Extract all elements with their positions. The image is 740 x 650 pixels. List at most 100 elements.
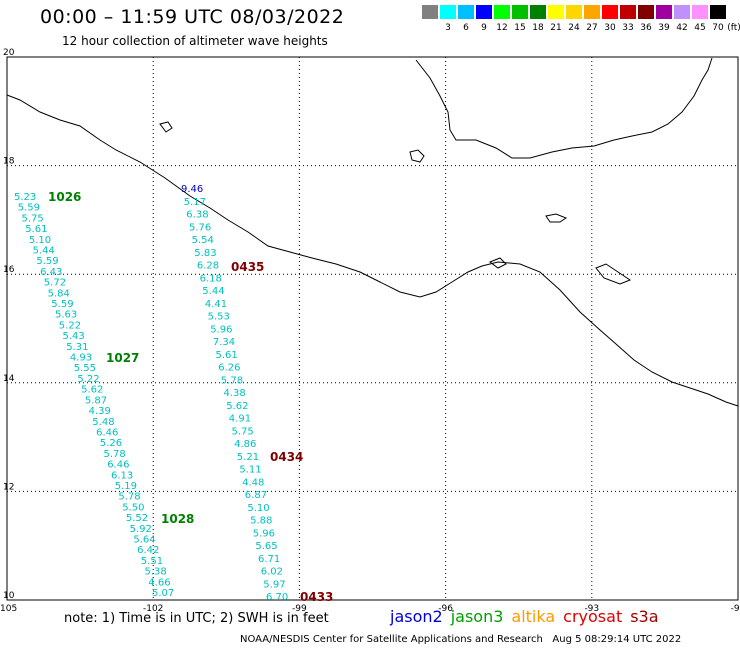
color-scale-label: 21	[550, 23, 562, 33]
generation-timestamp: Aug 5 08:29:14 UTC 2022	[552, 634, 682, 645]
pass-number-label: 1026	[48, 190, 81, 204]
color-scale-swatch	[458, 5, 474, 19]
wave-height-value: 5.84	[48, 288, 70, 299]
wave-height-value: 9.46	[181, 184, 203, 195]
wave-height-value: 6.28	[197, 261, 219, 272]
wave-height-value: 5.61	[25, 224, 47, 235]
wave-height-value: 5.96	[210, 324, 232, 335]
wave-height-value: 5.75	[232, 426, 254, 437]
color-scale-label: 30	[604, 23, 616, 33]
wave-height-value: 6.46	[107, 460, 129, 471]
wave-height-value: 5.87	[85, 395, 107, 406]
color-scale-swatch	[638, 5, 654, 19]
color-scale-swatch	[674, 5, 690, 19]
axis-tick-labels: -105 -102 -99 -96 -93 -90 20 18 16 14 12 10	[0, 48, 740, 614]
longitude-tick-label: -99	[292, 604, 307, 614]
wave-height-value: 4.93	[70, 353, 92, 364]
wave-height-value: 6.02	[261, 567, 283, 578]
color-scale-label: 27	[586, 23, 598, 33]
coastline-island-2	[545, 213, 568, 223]
coastline-gulf-coast	[415, 57, 713, 159]
wave-height-value: 5.64	[133, 535, 155, 546]
color-scale-swatch	[620, 5, 636, 19]
wave-height-value: 5.63	[55, 310, 77, 321]
wave-height-value: 5.78	[221, 375, 243, 386]
wave-height-value: 5.76	[189, 222, 211, 233]
longitude-tick-label: -93	[584, 604, 599, 614]
color-scale-swatch	[512, 5, 528, 19]
wave-height-value: 5.52	[126, 513, 148, 524]
wave-height-value: 5.78	[118, 492, 140, 503]
coastline-mexico-central-america	[6, 94, 739, 407]
wave-height-value: 6.46	[96, 428, 118, 439]
longitude-tick-label: -96	[438, 604, 453, 614]
color-scale-swatch	[422, 5, 438, 19]
latitude-tick-label: 16	[3, 265, 15, 275]
latitude-tick-label: 18	[3, 157, 15, 167]
wave-height-value: 5.75	[22, 213, 44, 224]
color-scale-swatch	[530, 5, 546, 19]
footnote: note: 1) Time is in UTC; 2) SWH is in fe…	[64, 611, 329, 626]
wave-height-value: 4.86	[234, 439, 256, 450]
satellite-legend-item: s3a	[630, 607, 659, 626]
satellite-legend-item: jason2	[390, 607, 443, 626]
wave-height-value: 6.87	[245, 490, 267, 501]
wave-height-value: 5.59	[36, 256, 58, 267]
altimeter-tracks: 5.235.595.755.615.105.445.596.435.725.84…	[14, 184, 288, 603]
wave-height-value: 4.48	[242, 477, 264, 488]
wave-height-value: 5.22	[59, 320, 81, 331]
wave-height-value: 6.38	[186, 210, 208, 221]
wave-height-value: 5.83	[194, 248, 216, 259]
color-scale-label: 70	[712, 23, 724, 33]
wave-height-value: 4.39	[89, 406, 111, 417]
wave-height-value: 5.62	[81, 385, 103, 396]
wave-height-value: 5.10	[29, 235, 51, 246]
wave-height-value: 5.19	[115, 481, 137, 492]
wave-height-value: 5.48	[92, 417, 114, 428]
credit-text: NOAA/NESDIS Center for Satellite Applica…	[240, 634, 543, 645]
wave-height-value: 6.43	[40, 267, 62, 278]
wave-height-value: 5.23	[14, 192, 36, 203]
color-scale-label: 42	[676, 23, 688, 33]
satellite-legend-item: altika	[511, 607, 556, 626]
coastline-island-4	[159, 121, 173, 133]
wave-height-value: 5.88	[250, 516, 272, 527]
coastline-island-5	[488, 257, 507, 269]
color-scale-swatch	[548, 5, 564, 19]
color-scale-label: 24	[568, 23, 580, 33]
color-scale-label: 15	[514, 23, 526, 33]
wave-height-value: 5.59	[51, 299, 73, 310]
wave-height-value: 5.07	[152, 588, 174, 599]
latitude-tick-label: 14	[3, 374, 15, 384]
coastline-island-1	[409, 149, 425, 163]
color-scale-label: 33	[622, 23, 634, 33]
wave-height-value: 5.44	[33, 246, 55, 257]
color-scale-swatch	[602, 5, 618, 19]
wave-height-value: 5.38	[145, 567, 167, 578]
pass-number-label: 0435	[231, 260, 264, 274]
wave-height-value: 5.26	[100, 438, 122, 449]
color-scale-unit: (ft)	[727, 23, 740, 33]
map-title: 00:00 – 11:59 UTC 08/03/2022	[40, 6, 345, 28]
longitude-tick-label: -105	[0, 604, 17, 614]
wave-height-value: 5.62	[226, 401, 248, 412]
wave-height-value: 5.53	[208, 312, 230, 323]
wave-height-value: 5.61	[216, 350, 238, 361]
color-scale-swatch	[566, 5, 582, 19]
color-scale-swatch	[692, 5, 708, 19]
wave-height-value: 5.59	[18, 203, 40, 214]
wave-height-value: 6.42	[137, 545, 159, 556]
wave-height-value: 5.96	[253, 528, 275, 539]
wave-height-value: 7.34	[213, 337, 235, 348]
color-scale-label: 12	[496, 23, 508, 33]
wave-height-value: 5.65	[255, 541, 277, 552]
color-scale-label: 36	[640, 23, 652, 33]
wave-height-value: 4.41	[205, 299, 227, 310]
wave-height-value: 5.31	[66, 342, 88, 353]
lat-lon-grid	[7, 57, 738, 600]
wave-height-value: 5.21	[237, 452, 259, 463]
map-subtitle: 12 hour collection of altimeter wave hei…	[62, 34, 328, 48]
color-scale-label: 9	[481, 23, 487, 33]
wave-height-value: 5.22	[77, 374, 99, 385]
